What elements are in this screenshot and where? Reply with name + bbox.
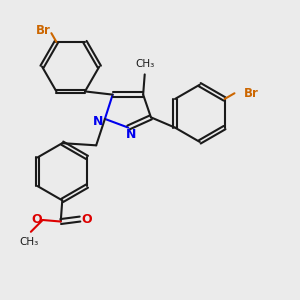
- Text: N: N: [125, 128, 136, 141]
- Text: CH₃: CH₃: [20, 237, 39, 248]
- Text: O: O: [82, 213, 92, 226]
- Text: O: O: [32, 214, 42, 226]
- Text: Br: Br: [36, 24, 51, 37]
- Text: CH₃: CH₃: [135, 59, 154, 69]
- Text: N: N: [93, 115, 103, 128]
- Text: Br: Br: [244, 87, 259, 100]
